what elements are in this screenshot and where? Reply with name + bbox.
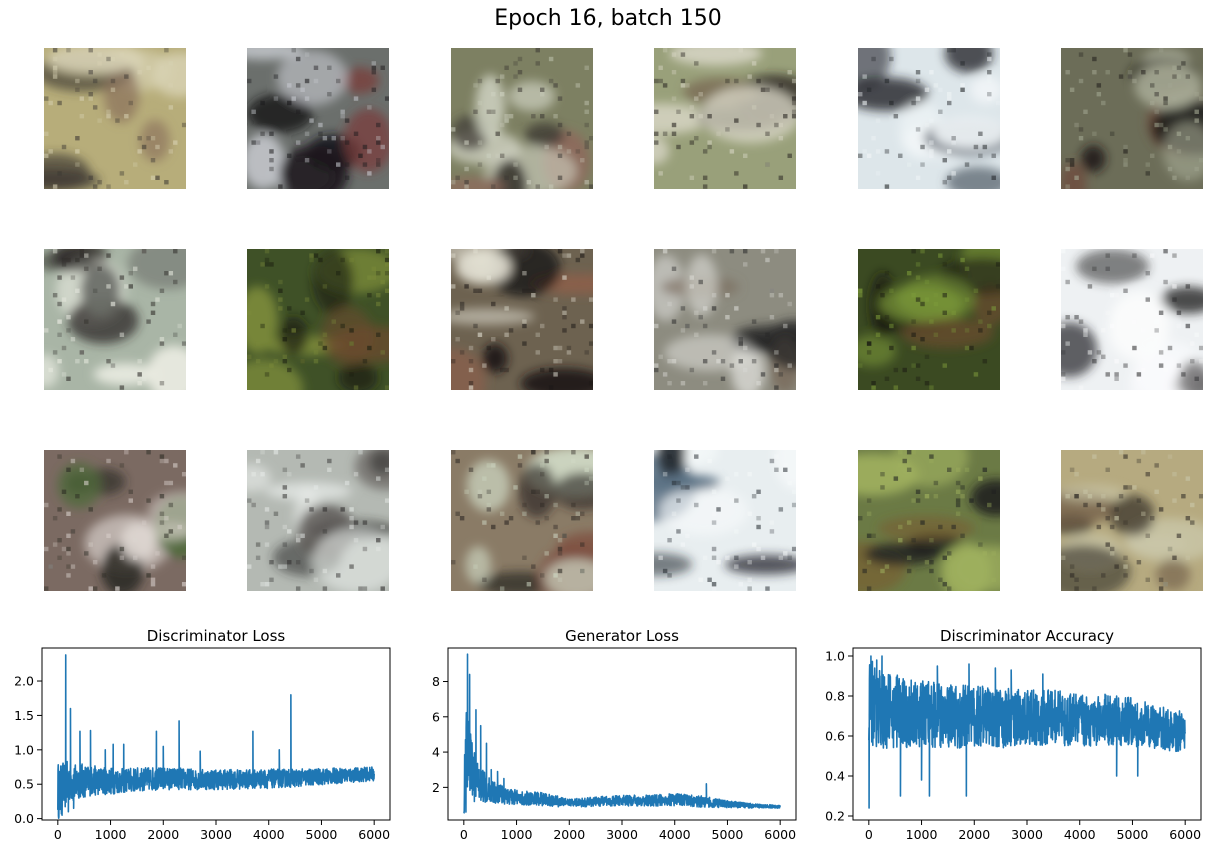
generated-sample-image xyxy=(247,450,389,591)
figure-title: Epoch 16, batch 150 xyxy=(494,6,722,31)
sample-image-graphic xyxy=(44,450,186,591)
x-tick-label: 1000 xyxy=(906,827,938,842)
axes-frame xyxy=(852,647,1202,821)
sample-image-graphic xyxy=(44,249,186,390)
generated-sample-image xyxy=(451,450,593,591)
sample-image-graphic xyxy=(44,48,186,189)
generated-sample-image xyxy=(451,48,593,189)
x-tick-label: 0 xyxy=(54,827,62,842)
generated-sample-image xyxy=(44,450,186,591)
generated-sample-image xyxy=(654,249,796,390)
x-tick-label: 6000 xyxy=(358,827,390,842)
generated-sample-image xyxy=(247,48,389,189)
x-tick-label: 6000 xyxy=(764,827,796,842)
sample-image-graphic xyxy=(654,249,796,390)
y-tick-label: 0.6 xyxy=(825,729,845,744)
x-tick-label: 2000 xyxy=(958,827,990,842)
x-tick-label: 1000 xyxy=(501,827,533,842)
y-tick-label: 2 xyxy=(432,780,440,795)
x-tick-label: 1000 xyxy=(95,827,127,842)
generated-sample-image xyxy=(654,450,796,591)
generated-sample-image xyxy=(1061,249,1203,390)
chart-2: Generator Loss 0 1000 2000 3000 4000 5000 6000 2… xyxy=(432,627,797,842)
generated-sample-image xyxy=(44,249,186,390)
x-tick-label: 0 xyxy=(865,827,873,842)
y-tick-label: 4 xyxy=(432,745,440,760)
x-tick-label: 5000 xyxy=(1117,827,1149,842)
chart-title: Discriminator Accuracy xyxy=(940,627,1114,645)
x-tick-label: 0 xyxy=(460,827,468,842)
generated-sample-image xyxy=(858,450,1000,591)
y-tick-label: 8 xyxy=(432,674,440,689)
generated-sample-image xyxy=(44,48,186,189)
sample-image-graphic xyxy=(858,249,1000,390)
y-tick-label: 0.0 xyxy=(14,811,34,826)
sample-image-graphic xyxy=(858,450,1000,591)
sample-image-graphic xyxy=(247,48,389,189)
generated-sample-image xyxy=(858,48,1000,189)
sample-image-graphic xyxy=(654,48,796,189)
series-line xyxy=(463,653,781,814)
x-tick-label: 5000 xyxy=(712,827,744,842)
y-tick-label: 0.4 xyxy=(825,769,845,784)
x-tick-label: 3000 xyxy=(1011,827,1043,842)
x-tick-label: 2000 xyxy=(147,827,179,842)
sample-image-graphic xyxy=(451,450,593,591)
y-tick-label: 1.0 xyxy=(825,649,845,664)
sample-image-graphic xyxy=(247,450,389,591)
axes-frame xyxy=(41,647,391,821)
generated-sample-image xyxy=(654,48,796,189)
y-tick-label: 0.2 xyxy=(825,809,845,824)
y-tick-label: 6 xyxy=(432,709,440,724)
sample-image-graphic xyxy=(1061,450,1203,591)
generated-sample-image xyxy=(1061,48,1203,189)
y-tick-label: 1.0 xyxy=(14,742,34,757)
sample-image-graphic xyxy=(858,48,1000,189)
x-tick-label: 4000 xyxy=(253,827,285,842)
generated-sample-image xyxy=(1061,450,1203,591)
x-tick-label: 4000 xyxy=(1064,827,1096,842)
x-tick-label: 3000 xyxy=(606,827,638,842)
x-tick-label: 6000 xyxy=(1169,827,1201,842)
sample-image-graphic xyxy=(1061,249,1203,390)
axes-frame xyxy=(447,647,797,821)
series-line xyxy=(57,654,375,820)
sample-image-graphic xyxy=(1061,48,1203,189)
sample-image-graphic xyxy=(654,450,796,591)
y-tick-label: 2.0 xyxy=(14,674,34,689)
x-tick-label: 4000 xyxy=(659,827,691,842)
chart-3: Discriminator Accuracy 0 1000 2000 3000 4000 5… xyxy=(825,627,1202,842)
x-tick-label: 3000 xyxy=(200,827,232,842)
generated-sample-image xyxy=(247,249,389,390)
chart-1: Discriminator Loss 0 1000 2000 3000 4000 5000 6… xyxy=(14,627,391,842)
y-tick-label: 1.5 xyxy=(14,708,34,723)
generated-sample-image xyxy=(858,249,1000,390)
x-tick-label: 2000 xyxy=(553,827,585,842)
series-line xyxy=(868,655,1186,809)
y-tick-label: 0.5 xyxy=(14,777,34,792)
chart-title: Generator Loss xyxy=(565,627,679,645)
sample-image-graphic xyxy=(451,249,593,390)
x-tick-label: 5000 xyxy=(306,827,338,842)
sample-image-graphic xyxy=(247,249,389,390)
y-tick-label: 0.8 xyxy=(825,689,845,704)
generated-sample-image xyxy=(451,249,593,390)
sample-image-graphic xyxy=(451,48,593,189)
chart-title: Discriminator Loss xyxy=(147,627,286,645)
